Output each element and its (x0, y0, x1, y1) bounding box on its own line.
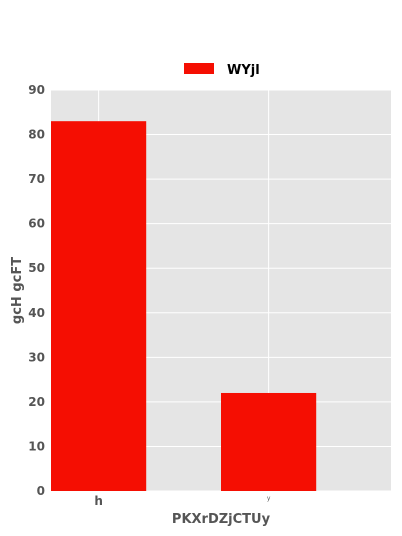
y-tick-label: 20 (28, 395, 45, 409)
legend-label: WYjl (227, 63, 260, 78)
y-axis-ticks: 0 10 20 30 40 50 60 70 80 90 (28, 83, 45, 498)
legend-swatch (184, 63, 214, 74)
legend: WYjl (184, 63, 260, 78)
y-tick-label: 70 (28, 172, 45, 186)
y-tick-label: 50 (28, 261, 45, 275)
x-tick-label: y (267, 495, 271, 502)
y-tick-label: 60 (28, 217, 45, 231)
y-tick-label: 30 (28, 350, 45, 364)
bar-y (221, 392, 317, 491)
x-axis-title: PKXrDZjCTUy (172, 512, 271, 527)
y-tick-label: 90 (28, 83, 45, 97)
y-tick-label: 10 (28, 439, 45, 453)
bar-h (51, 121, 147, 491)
y-axis-title: gcH gcFT (10, 257, 25, 324)
y-tick-label: 40 (28, 306, 45, 320)
y-tick-label: 80 (28, 128, 45, 142)
x-tick-label: h (94, 494, 103, 508)
bars (51, 121, 317, 491)
y-tick-label: 0 (37, 484, 45, 498)
